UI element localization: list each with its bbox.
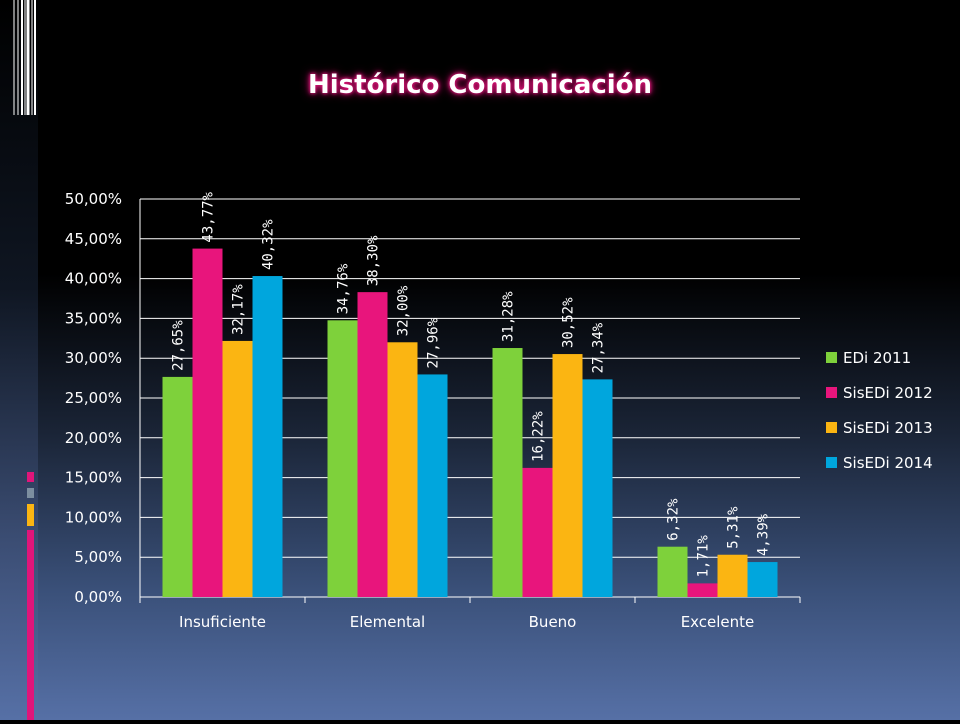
legend-label: SisEDi 2012 (843, 384, 933, 402)
legend-label: SisEDi 2014 (843, 454, 933, 472)
data-label: 4,39% (756, 513, 772, 556)
data-label: 32,00% (396, 285, 412, 336)
legend-swatch (826, 352, 837, 363)
data-label: 32,17% (231, 284, 247, 335)
bar (747, 562, 778, 597)
bar (417, 374, 448, 597)
x-category-label: Elemental (350, 613, 425, 631)
left-bar-lines (13, 0, 36, 115)
x-category-label: Insuficiente (179, 613, 266, 631)
bar (327, 320, 358, 597)
accent-square-pink (27, 472, 34, 482)
data-label: 27,65% (171, 320, 187, 371)
y-tick-label: 20,00% (65, 429, 122, 447)
accent-square-gray (27, 488, 34, 498)
bar (357, 292, 388, 597)
data-label: 5,31% (726, 506, 742, 549)
y-tick-label: 10,00% (65, 508, 122, 526)
data-label: 1,71% (696, 535, 712, 578)
data-label: 27,96% (426, 317, 442, 368)
legend-swatch (826, 387, 837, 398)
bar (387, 342, 418, 597)
y-tick-label: 40,00% (65, 270, 122, 288)
data-label: 43,77% (201, 191, 217, 242)
bar (687, 583, 718, 597)
bar (717, 554, 748, 597)
y-tick-label: 25,00% (65, 389, 122, 407)
legend-swatch (826, 457, 837, 468)
bar (552, 354, 583, 597)
data-label: 34,76% (336, 263, 352, 314)
y-tick-label: 15,00% (65, 469, 122, 487)
data-label: 27,34% (591, 322, 607, 373)
bar (522, 467, 553, 597)
bar (582, 379, 613, 597)
bar (657, 546, 688, 597)
bar (492, 348, 523, 597)
y-tick-label: 45,00% (65, 230, 122, 248)
data-label: 6,32% (666, 498, 682, 541)
bar (162, 376, 193, 597)
data-label: 38,30% (366, 235, 382, 286)
y-tick-label: 50,00% (65, 190, 122, 208)
y-tick-label: 30,00% (65, 349, 122, 367)
accent-bar-pink (27, 530, 34, 720)
x-category-label: Bueno (529, 613, 577, 631)
x-category-label: Excelente (681, 613, 755, 631)
y-tick-label: 0,00% (74, 588, 122, 606)
y-tick-label: 35,00% (65, 309, 122, 327)
bar (252, 276, 283, 597)
chart-title: Histórico Comunicación (307, 70, 653, 100)
legend-swatch (826, 422, 837, 433)
y-tick-label: 5,00% (74, 548, 122, 566)
bar (192, 248, 223, 597)
legend-label: SisEDi 2013 (843, 419, 933, 437)
data-label: 31,28% (501, 291, 517, 342)
data-label: 16,22% (531, 411, 547, 462)
bar (222, 340, 253, 597)
accent-square-yellow (27, 504, 34, 526)
data-label: 30,52% (561, 297, 577, 348)
legend-label: EDi 2011 (843, 349, 911, 367)
data-label: 40,32% (261, 219, 277, 270)
